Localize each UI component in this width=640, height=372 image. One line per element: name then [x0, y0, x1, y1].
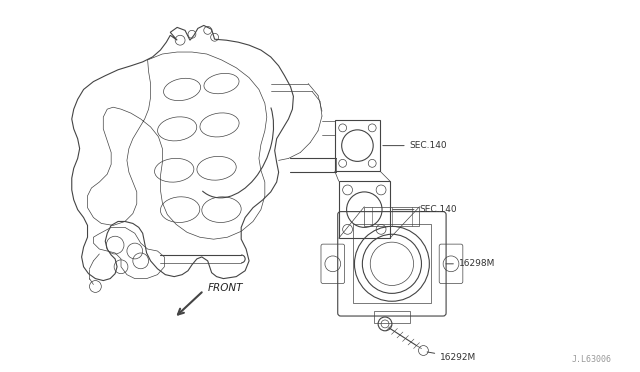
Bar [335, 120, 380, 171]
Text: J.L63006: J.L63006 [571, 355, 611, 365]
Text: 16292M: 16292M [427, 352, 476, 362]
Bar [364, 207, 419, 227]
Text: SEC.140: SEC.140 [383, 141, 447, 150]
Bar [353, 224, 431, 303]
Bar [374, 311, 410, 323]
Text: 16298M: 16298M [446, 259, 495, 268]
Text: SEC.140: SEC.140 [393, 205, 457, 214]
Text: FRONT: FRONT [208, 283, 243, 294]
Bar [339, 181, 390, 238]
